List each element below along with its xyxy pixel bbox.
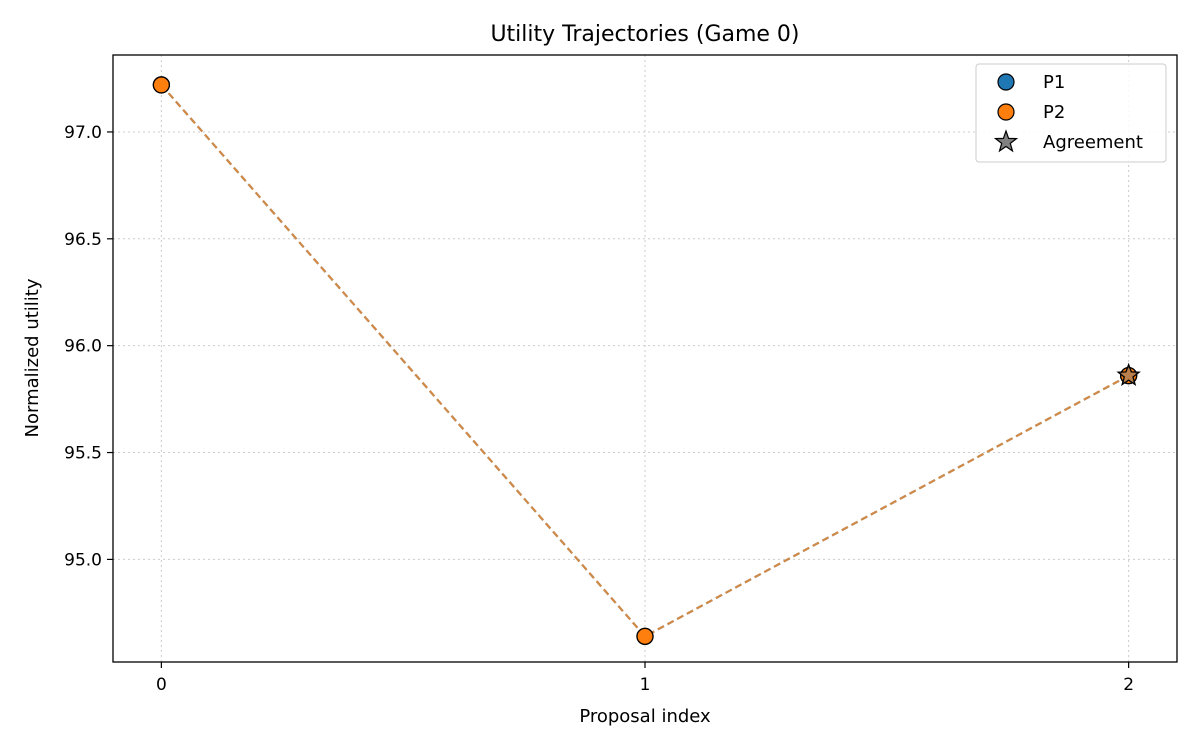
agreement-star-icon — [1116, 362, 1141, 387]
legend-label-p1: P1 — [1043, 72, 1065, 93]
y-tick-label: 95.5 — [64, 444, 102, 464]
data-point-p2 — [636, 627, 654, 646]
legend-box — [975, 63, 1167, 163]
ticks: 0 1 2 95.0 95.5 96.0 96.5 97.0 — [64, 123, 1134, 695]
y-tick-label: 96.0 — [64, 337, 102, 357]
plot-area-frame — [112, 54, 1178, 663]
legend-marker-p2 — [997, 103, 1015, 121]
legend-label-agreement: Agreement — [1043, 132, 1143, 153]
chart-title: Utility Trajectories (Game 0) — [490, 22, 799, 47]
legend-label-p2: P2 — [1043, 102, 1065, 123]
y-tick-label: 95.0 — [64, 550, 102, 570]
series-line-p2 — [160, 84, 1130, 638]
legend-marker-agreement-star-icon — [993, 129, 1019, 153]
y-axis-label: Normalized utility — [22, 278, 43, 437]
x-tick-label: 1 — [640, 675, 651, 695]
data-point-p2 — [152, 76, 171, 94]
x-tick-label: 0 — [156, 675, 167, 695]
y-tick-label: 96.5 — [64, 230, 102, 250]
legend: P1 P2 Agreement — [975, 63, 1167, 163]
y-tick-label: 97.0 — [64, 123, 102, 143]
x-axis-label: Proposal index — [579, 706, 711, 727]
series-layer — [152, 76, 1141, 646]
legend-marker-p1 — [997, 73, 1015, 91]
x-tick-label: 2 — [1123, 675, 1134, 695]
